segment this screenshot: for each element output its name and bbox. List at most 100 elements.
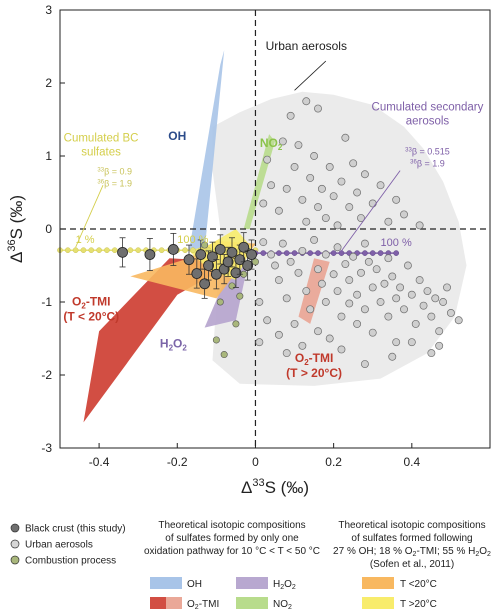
- urban-aerosol-point: [329, 192, 338, 201]
- urban-aerosol-point: [419, 301, 428, 310]
- urban-aerosol-point: [314, 203, 322, 212]
- black-crust-point: [191, 268, 203, 279]
- cumulated-secondary-point: [315, 250, 321, 256]
- legend-right-title: 27 % OH; 18 % O2-TMI; 55 % H2O2: [333, 546, 491, 558]
- urban-aerosol-point: [368, 283, 377, 292]
- urban-aerosol-point: [435, 341, 444, 350]
- plot-area: [57, 9, 491, 449]
- x-tick-label: 0: [252, 455, 259, 469]
- cumulated-bc-point: [111, 247, 118, 254]
- urban-aerosol-point: [306, 173, 315, 182]
- urban-aerosol-point: [267, 181, 276, 190]
- urban-aerosol-point: [282, 294, 291, 303]
- combustion-point: [228, 282, 236, 290]
- urban-aerosol-point: [298, 246, 307, 255]
- urban-aerosol-point: [321, 298, 330, 306]
- urban-aerosol-point: [407, 338, 416, 347]
- urban-aerosol-point: [333, 287, 342, 295]
- legend: Black crust (this study) Urban aerosols Co…: [10, 520, 491, 611]
- cumulated-secondary-point: [291, 250, 298, 256]
- cumulated-secondary-point: [283, 250, 290, 256]
- o2tmi-cold-region: [83, 258, 232, 423]
- legend-label: Black crust (this study): [25, 524, 126, 535]
- urban-aerosol-point: [345, 276, 354, 285]
- legend-swatch-o2tmi-warm: [166, 597, 182, 609]
- y-tick-label: 2: [45, 76, 52, 90]
- urban-aerosol-point: [282, 349, 291, 358]
- beta-left-line2: 36β = 1.9: [97, 178, 132, 188]
- combustion-point: [220, 351, 228, 359]
- urban-aerosol-point: [353, 188, 362, 197]
- urban-aerosol-point: [314, 104, 322, 113]
- black-crust-point: [183, 254, 195, 266]
- cumulated-bc-point: [127, 247, 134, 254]
- urban-aerosol-point: [333, 221, 342, 230]
- urban-aerosol-point: [290, 162, 299, 171]
- combustion-point: [251, 258, 259, 266]
- urban-aerosol-point: [345, 299, 354, 308]
- black-crust-point: [210, 268, 222, 280]
- urban-aerosol-point: [302, 217, 311, 226]
- legend-swatch-t-warm: [362, 597, 394, 609]
- urban-aerosol-point: [310, 235, 319, 244]
- urban-aerosol-point: [392, 338, 401, 347]
- combustion-point: [212, 336, 220, 344]
- legend-no2-label: NO2: [273, 599, 292, 611]
- urban-aerosol-point: [255, 298, 264, 306]
- legend-swatch-t-cold: [362, 577, 394, 589]
- urban-aerosol-point: [439, 298, 448, 306]
- oh-label: OH: [168, 129, 186, 143]
- cumulated-bc-point: [190, 247, 196, 254]
- urban-aerosol-point: [360, 170, 369, 179]
- urban-aerosol-point: [259, 238, 268, 247]
- legend-t-cold-label: T <20°C: [400, 579, 437, 590]
- legend-swatch-o2tmi-cold: [150, 597, 166, 609]
- urban-aerosol-point: [314, 265, 322, 274]
- x-axis-label: Δ33S (‰): [241, 477, 309, 497]
- o2tmi-warm-label: O2-TMI: [295, 351, 333, 367]
- urban-aerosol-point: [329, 270, 338, 279]
- cumulated-bc-point: [182, 247, 188, 254]
- no2-label: NO2: [260, 136, 283, 152]
- urban-aerosol-point: [376, 298, 385, 306]
- urban-aerosol-point: [415, 276, 424, 285]
- urban-aerosol-point: [321, 250, 330, 259]
- chart-annotations: 1 % 100 % 100 %-0.4 -0.2 0 0.2 0.43210-1-2-3Δ3…: [6, 3, 484, 497]
- cumulated-secondary-point: [260, 250, 267, 256]
- urban-aerosol-point: [431, 294, 440, 303]
- cumulated-secondary-point: [276, 250, 282, 256]
- legend-middle-title: of sulfates formed by only one: [165, 533, 299, 544]
- cumulated-secondary-label: aerosols: [406, 116, 450, 128]
- legend-label: Urban aerosols: [25, 540, 93, 551]
- black-crust-point: [222, 256, 234, 268]
- legend-t-warm-label: T >20°C: [400, 599, 437, 610]
- urban-aerosol-point: [306, 305, 315, 314]
- urban-aerosol-point: [396, 283, 405, 292]
- beta-right-line1: 33β = 0.515: [405, 147, 450, 157]
- combustion-point: [236, 292, 244, 300]
- urban-aerosols-label: Urban aerosols: [266, 39, 347, 53]
- x-tick-label: -0.4: [89, 455, 110, 469]
- cumulated-secondary-point: [307, 250, 314, 256]
- legend-oh-label: OH: [187, 579, 202, 590]
- urban-aerosol-point: [314, 327, 322, 336]
- cumulated-bc-point: [104, 247, 110, 254]
- urban-aerosol-point: [337, 312, 346, 321]
- urban-aerosol-point: [294, 268, 303, 277]
- o2tmi-cold-label-line2: (T < 20°C): [63, 310, 119, 324]
- legend-swatch-oh: [150, 577, 182, 589]
- black-crust-point: [144, 249, 156, 260]
- urban-aerosols-pointer: [294, 60, 327, 91]
- cumulated-secondary-label: Cumulated secondary: [372, 102, 484, 114]
- legend-swatch-no2: [236, 597, 268, 609]
- urban-aerosol-point: [337, 177, 346, 186]
- y-tick-label: -2: [41, 368, 52, 382]
- urban-aerosol-point: [372, 265, 381, 274]
- urban-aerosol-point: [357, 214, 365, 222]
- urban-aerosol-point: [392, 294, 401, 303]
- cumulated-bc-point: [80, 247, 87, 254]
- legend-marker: [10, 523, 20, 533]
- urban-aerosol-point: [337, 345, 346, 354]
- urban-aerosol-point: [403, 261, 412, 270]
